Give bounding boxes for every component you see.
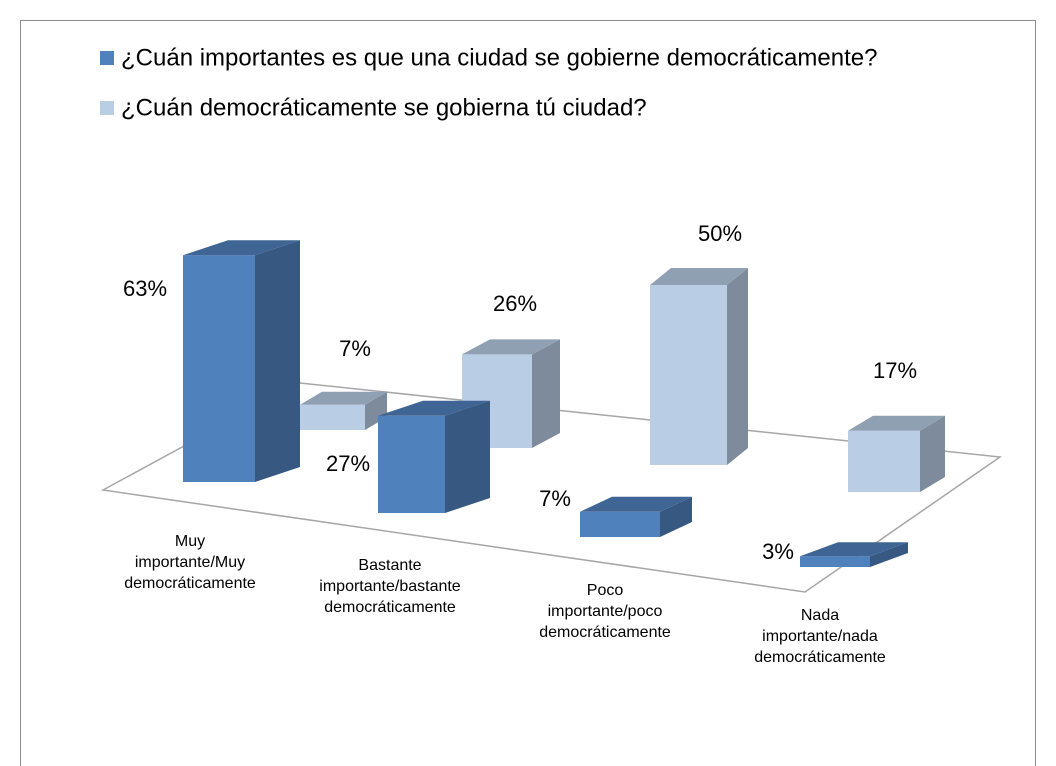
data-label: 3% bbox=[762, 539, 794, 564]
bar-top bbox=[462, 339, 560, 355]
data-label: 27% bbox=[326, 451, 370, 476]
bar-top bbox=[650, 268, 748, 285]
x-tick-label: Bastante importante/bastante democrática… bbox=[319, 557, 461, 616]
bar-front bbox=[848, 430, 920, 492]
bar bbox=[650, 268, 748, 465]
bar-top bbox=[580, 496, 692, 512]
data-label: 50% bbox=[698, 221, 742, 246]
bar-front bbox=[650, 285, 727, 465]
bar-top bbox=[300, 391, 387, 405]
legend-label: ¿Cuán importantes es que una ciudad se g… bbox=[121, 44, 877, 71]
bar bbox=[800, 542, 908, 567]
bar bbox=[848, 415, 945, 492]
bar bbox=[462, 339, 560, 448]
legend-swatch bbox=[100, 101, 114, 115]
legend-swatch bbox=[100, 51, 114, 65]
x-tick-label: Poco importante/poco democráticamente bbox=[539, 582, 671, 641]
bar-front bbox=[300, 404, 365, 430]
data-label: 7% bbox=[539, 486, 571, 511]
bar-top bbox=[848, 415, 945, 431]
legend-label: ¿Cuán democráticamente se gobierna tú ci… bbox=[121, 94, 647, 121]
data-label: 17% bbox=[873, 358, 917, 383]
bar-side bbox=[660, 496, 692, 537]
bar-side bbox=[870, 542, 908, 567]
bar-side bbox=[727, 268, 748, 465]
bar-front bbox=[580, 511, 660, 537]
bar-side bbox=[920, 415, 945, 492]
data-label: 63% bbox=[123, 276, 167, 301]
bar-front bbox=[183, 255, 255, 482]
bar-front bbox=[378, 415, 445, 513]
bar-side bbox=[532, 339, 560, 448]
bar bbox=[378, 400, 490, 513]
bar bbox=[183, 240, 300, 482]
bar-top bbox=[800, 542, 908, 557]
bar-top bbox=[378, 400, 490, 416]
x-tick-label: Nada importante/nada democráticamente bbox=[754, 607, 886, 666]
bar bbox=[300, 391, 387, 430]
data-label: 7% bbox=[339, 336, 371, 361]
bar-side bbox=[255, 240, 300, 482]
data-label: 26% bbox=[493, 291, 537, 316]
bar-side bbox=[445, 400, 490, 513]
bar-side bbox=[365, 391, 387, 430]
bar bbox=[580, 496, 692, 537]
bar-top bbox=[183, 240, 300, 256]
bar-front bbox=[800, 556, 870, 567]
x-tick-label: Muy importante/Muy democráticamente bbox=[124, 533, 256, 592]
